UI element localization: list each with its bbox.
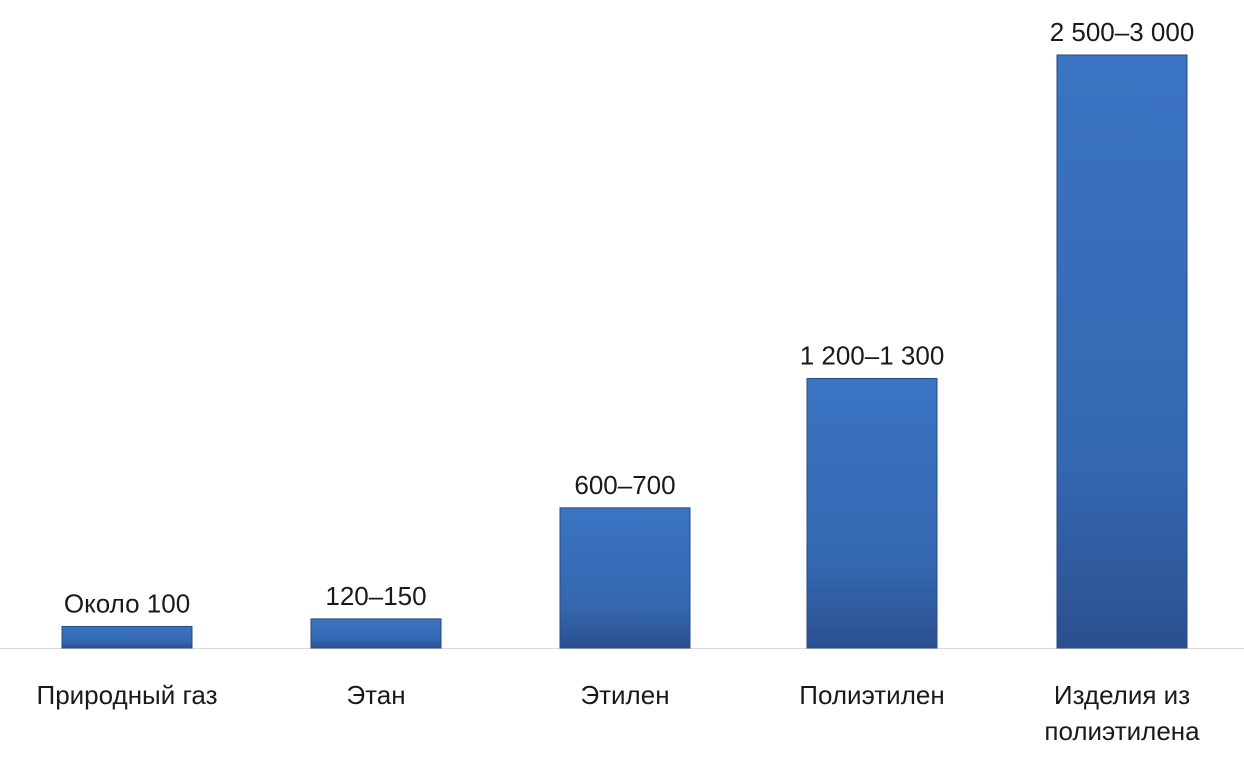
category-label: Полиэтилен	[799, 680, 945, 710]
bar	[559, 507, 691, 649]
bar	[1056, 54, 1188, 649]
value-label: 120–150	[325, 581, 426, 611]
category-label: Этилен	[580, 680, 670, 710]
category-label: Изделия из полиэтилена	[1044, 680, 1200, 746]
bar	[806, 377, 938, 649]
category-label: Природный газ	[36, 680, 218, 710]
value-label: 600–700	[574, 470, 675, 500]
value-label: 1 200–1 300	[800, 340, 945, 370]
bar	[61, 625, 193, 649]
value-label: Около 100	[64, 588, 190, 618]
category-label: Этан	[346, 680, 406, 710]
bar	[310, 618, 442, 649]
value-label: 2 500–3 000	[1050, 17, 1195, 47]
